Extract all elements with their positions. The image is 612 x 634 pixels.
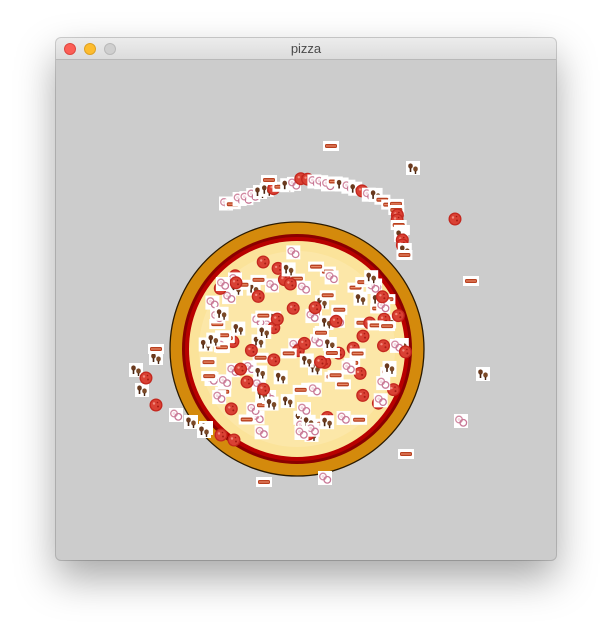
pepperoni-icon	[267, 353, 281, 367]
onion-icon	[375, 375, 391, 391]
mushroom-icon	[406, 161, 420, 175]
pepperoni-icon	[139, 371, 153, 385]
bacon-icon	[323, 141, 339, 151]
bacon-icon	[200, 357, 217, 368]
bacon-icon	[256, 477, 272, 487]
pepperoni-icon	[448, 212, 462, 226]
mushroom-icon	[197, 424, 211, 438]
bacon-icon	[292, 384, 309, 395]
mushroom-icon	[353, 291, 368, 306]
mushroom-icon	[206, 332, 221, 347]
onion-icon	[253, 424, 270, 440]
bacon-icon	[250, 274, 267, 285]
mushroom-icon	[280, 394, 295, 409]
pepperoni-icon	[270, 312, 284, 326]
bacon-icon	[327, 370, 344, 381]
mushroom-icon	[476, 367, 490, 381]
pepperoni-icon	[375, 290, 389, 304]
title-bar[interactable]: pizza	[56, 38, 556, 60]
mushroom-icon	[257, 325, 272, 339]
bacon-icon	[238, 414, 255, 425]
pepperoni-icon	[234, 362, 248, 376]
close-button[interactable]	[64, 43, 76, 55]
pepperoni-icon	[224, 402, 238, 416]
mushroom-icon	[184, 415, 198, 429]
onion-icon	[335, 410, 352, 426]
app-window: pizza	[56, 38, 556, 560]
pepperoni-icon	[308, 301, 322, 315]
pepperoni-icon	[251, 289, 265, 303]
onion-icon	[373, 392, 389, 408]
pepperoni-icon	[256, 255, 270, 269]
pepperoni-icon	[149, 398, 163, 412]
onion-icon	[285, 244, 301, 261]
onion-icon	[211, 389, 227, 405]
pepperoni-icon	[356, 388, 370, 402]
bacon-icon	[463, 276, 479, 286]
bacon-icon	[319, 290, 336, 301]
onion-icon	[340, 359, 357, 376]
bacon-icon	[148, 344, 164, 354]
pepperoni-icon	[257, 382, 270, 396]
mushroom-icon	[320, 415, 335, 430]
mushroom-icon	[299, 353, 314, 368]
mushroom-icon	[273, 370, 288, 385]
mushroom-icon	[281, 262, 296, 277]
onion-icon	[317, 470, 333, 486]
bacon-icon	[351, 414, 368, 425]
pepperoni-icon	[286, 301, 300, 315]
pizza-canvas	[129, 141, 490, 487]
bacon-icon	[334, 379, 351, 390]
pepperoni-icon	[377, 339, 390, 353]
onion-icon	[323, 269, 340, 286]
pepperoni-icon	[398, 345, 412, 359]
pepperoni-icon	[329, 314, 343, 328]
pepperoni-icon	[297, 336, 311, 350]
pepperoni-icon	[214, 428, 228, 442]
pepperoni-icon	[356, 329, 370, 343]
pepperoni-icon	[227, 433, 241, 447]
bacon-icon	[280, 348, 297, 359]
bacon-icon	[396, 250, 413, 260]
mushroom-icon	[253, 365, 268, 380]
bacon-icon	[323, 348, 340, 358]
onion-icon	[296, 280, 312, 296]
mushroom-icon	[135, 383, 149, 397]
onion-icon	[264, 277, 280, 294]
bacon-icon	[261, 175, 277, 185]
pepperoni-icon	[283, 277, 297, 291]
zoom-button[interactable]	[104, 43, 116, 55]
bacon-icon	[201, 371, 218, 382]
bacon-icon	[398, 449, 414, 459]
mushroom-icon	[364, 270, 379, 285]
minimize-button[interactable]	[84, 43, 96, 55]
mushroom-icon	[231, 321, 246, 336]
mushroom-icon	[214, 306, 229, 321]
mushroom-icon	[382, 360, 397, 375]
bacon-icon	[313, 327, 329, 338]
bacon-icon	[331, 304, 348, 315]
onion-icon	[307, 382, 323, 398]
pepperoni-icon	[240, 375, 254, 389]
pepperoni-icon	[314, 355, 327, 369]
pepperoni-icon	[244, 343, 258, 357]
mushroom-icon	[264, 396, 279, 411]
pepperoni-icon	[229, 276, 243, 290]
pepperoni-icon	[391, 309, 405, 323]
bacon-icon	[349, 348, 366, 359]
onion-icon	[296, 401, 312, 417]
window-title: pizza	[290, 41, 322, 56]
bacon-icon	[308, 261, 325, 272]
onion-icon	[168, 407, 184, 423]
bacon-icon	[379, 321, 396, 332]
bacon-icon	[255, 310, 272, 321]
onion-icon	[293, 425, 310, 441]
onion-icon	[215, 276, 231, 292]
onion-icon	[453, 413, 469, 429]
